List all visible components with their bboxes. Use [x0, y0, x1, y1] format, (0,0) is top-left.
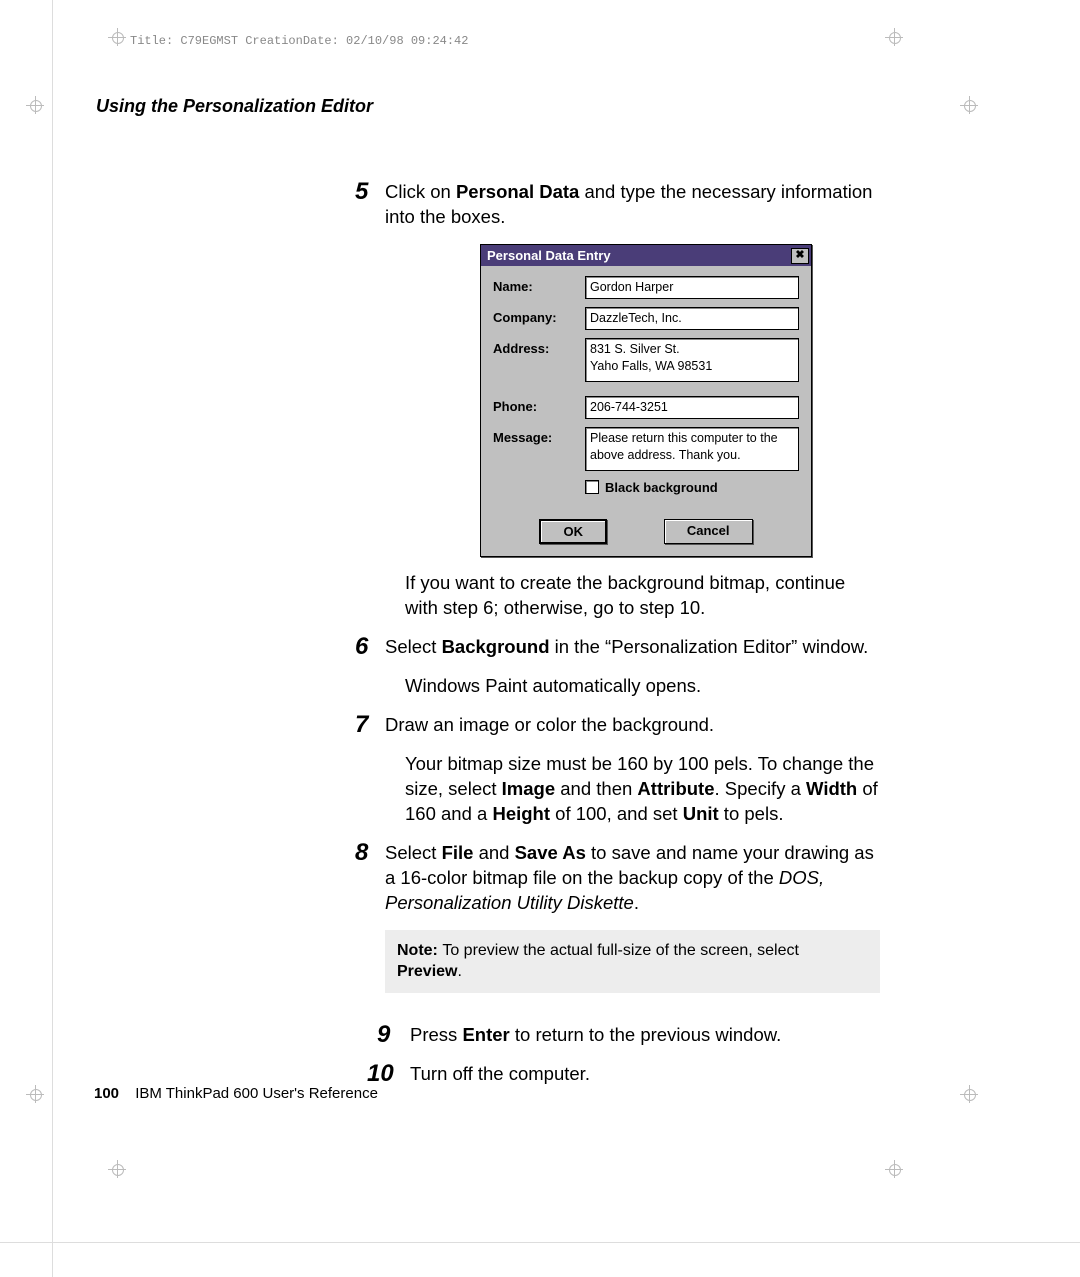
crop-mark	[960, 96, 978, 114]
crop-mark	[960, 1085, 978, 1103]
step-number: 6	[355, 631, 368, 663]
dialog-title: Personal Data Entry	[487, 247, 611, 265]
row-phone: Phone: 206-744-3251	[493, 396, 799, 419]
input-name[interactable]: Gordon Harper	[585, 276, 799, 299]
step-8: 8 Select File and Save As to save and na…	[385, 841, 880, 916]
step-number: 9	[377, 1019, 390, 1051]
step-text: Turn off the computer.	[410, 1063, 590, 1084]
step-6-sub: Windows Paint automatically opens.	[405, 674, 880, 699]
step-6: 6 Select Background in the “Personalizat…	[385, 635, 880, 660]
black-background-checkbox[interactable]	[585, 480, 599, 494]
trim-line-bottom	[0, 1242, 1080, 1243]
content-area: 5 Click on Personal Data and type the ne…	[385, 180, 880, 1101]
label-message: Message:	[493, 427, 585, 471]
personal-data-entry-dialog: Personal Data Entry ✖ Name: Gordon Harpe…	[480, 244, 812, 557]
dialog-titlebar: Personal Data Entry ✖	[481, 245, 811, 267]
footer-reference: IBM ThinkPad 600 User's Reference	[135, 1085, 378, 1102]
input-phone[interactable]: 206-744-3251	[585, 396, 799, 419]
page-footer: 100 IBM ThinkPad 600 User's Reference	[94, 1085, 378, 1102]
step-5-after: If you want to create the background bit…	[405, 571, 880, 621]
row-address: Address: 831 S. Silver St. Yaho Falls, W…	[493, 338, 799, 382]
checkbox-label: Black background	[605, 480, 718, 495]
row-name: Name: Gordon Harper	[493, 276, 799, 299]
cancel-button[interactable]: Cancel	[664, 519, 753, 545]
step-5: 5 Click on Personal Data and type the ne…	[385, 180, 880, 230]
crop-mark	[26, 96, 44, 114]
input-message[interactable]: Please return this computer to the above…	[585, 427, 799, 471]
step-text: Press Enter to return to the previous wi…	[410, 1024, 781, 1045]
trim-line-left	[52, 0, 53, 1277]
crop-mark	[108, 28, 126, 46]
doc-meta-header: Title: C79EGMST CreationDate: 02/10/98 0…	[130, 34, 468, 48]
button-row: OK Cancel	[481, 513, 811, 557]
crop-mark	[26, 1085, 44, 1103]
note-label: Note:	[397, 942, 442, 959]
crop-mark	[885, 28, 903, 46]
step-10: 10 Turn off the computer.	[385, 1062, 880, 1087]
close-icon[interactable]: ✖	[791, 248, 809, 264]
step-number: 8	[355, 837, 368, 869]
dialog-form: Name: Gordon Harper Company: DazzleTech,…	[481, 266, 811, 512]
step-text: Select File and Save As to save and name…	[385, 842, 874, 913]
step-9: 9 Press Enter to return to the previous …	[385, 1023, 880, 1048]
label-address: Address:	[493, 338, 585, 382]
crop-mark	[885, 1160, 903, 1178]
label-phone: Phone:	[493, 396, 585, 419]
ok-button[interactable]: OK	[539, 519, 607, 545]
step-text: Draw an image or color the background.	[385, 714, 714, 735]
step-7-sub: Your bitmap size must be 160 by 100 pels…	[405, 752, 880, 827]
input-company[interactable]: DazzleTech, Inc.	[585, 307, 799, 330]
row-checkbox: Black background	[493, 479, 799, 497]
step-text: Click on Personal Data and type the nece…	[385, 181, 872, 227]
step-number: 7	[355, 709, 368, 741]
label-company: Company:	[493, 307, 585, 330]
step-text: Select Background in the “Personalizatio…	[385, 636, 868, 657]
row-company: Company: DazzleTech, Inc.	[493, 307, 799, 330]
crop-mark	[108, 1160, 126, 1178]
section-title: Using the Personalization Editor	[96, 96, 373, 117]
page-number: 100	[94, 1085, 119, 1102]
input-address[interactable]: 831 S. Silver St. Yaho Falls, WA 98531	[585, 338, 799, 382]
note-box: Note: To preview the actual full-size of…	[385, 930, 880, 993]
row-message: Message: Please return this computer to …	[493, 427, 799, 471]
label-name: Name:	[493, 276, 585, 299]
step-number: 5	[355, 176, 368, 208]
step-7: 7 Draw an image or color the background.	[385, 713, 880, 738]
